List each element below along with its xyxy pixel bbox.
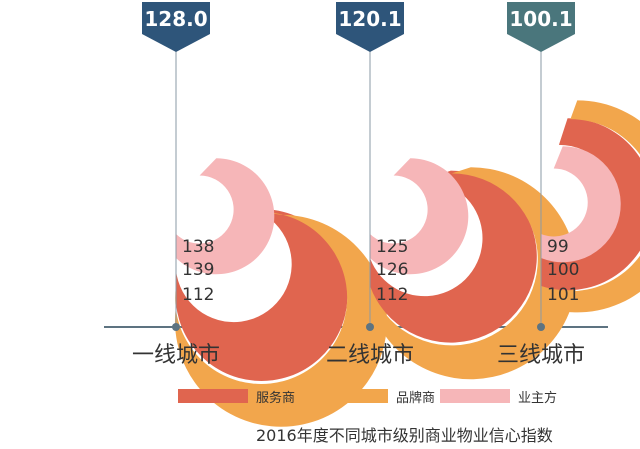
overall-badge-3	[507, 2, 575, 52]
value-label-owner-3: 101	[547, 285, 579, 305]
value-label-owner-1: 112	[182, 285, 214, 305]
arc-service-1	[175, 206, 348, 381]
arc-service-3	[541, 118, 640, 291]
category-label-2: 二线城市	[326, 343, 414, 368]
legend-swatch-brand	[318, 389, 388, 403]
arc-brand-3	[541, 100, 640, 313]
arc-service-2	[370, 170, 537, 343]
legend-item-owner: 业主方	[440, 386, 557, 406]
value-label-service-3: 99	[547, 237, 569, 257]
legend-label-owner: 业主方	[518, 390, 558, 406]
legend-label-brand: 品牌商	[396, 390, 436, 406]
legend-label-service: 服务商	[256, 390, 296, 406]
arc-owner-2	[370, 158, 469, 275]
legend-item-service: 服务商	[178, 386, 295, 406]
legend-swatch-service	[178, 389, 248, 403]
value-label-owner-2: 112	[376, 285, 408, 305]
overall-badge-1	[142, 2, 210, 52]
value-label-brand-2: 126	[376, 260, 408, 280]
category-label-3: 三线城市	[497, 343, 585, 368]
axis-dot-1	[172, 323, 180, 331]
value-label-service-2: 125	[376, 237, 408, 257]
overall-value-2: 120.1	[338, 7, 401, 31]
axis-dot-3	[537, 323, 545, 331]
arc-owner-1	[176, 158, 275, 275]
value-label-brand-3: 100	[547, 260, 579, 280]
overall-badge-2	[336, 2, 404, 52]
value-label-service-1: 138	[182, 237, 214, 257]
arc-brand-1	[174, 211, 387, 427]
legend-swatch-owner	[440, 389, 510, 403]
category-label-1: 一线城市	[132, 343, 220, 368]
chart-caption: 2016年度不同城市级别商业物业信心指数	[256, 426, 553, 445]
value-label-brand-1: 139	[182, 260, 214, 280]
legend: 服务商 品牌商 业主方	[0, 386, 640, 406]
arc-owner-3	[541, 146, 621, 263]
axis-dot-2	[366, 323, 374, 331]
overall-value-3: 100.1	[509, 7, 572, 31]
overall-value-1: 128.0	[144, 7, 207, 31]
legend-item-brand: 品牌商	[318, 386, 435, 406]
arc-brand-2	[370, 167, 577, 380]
